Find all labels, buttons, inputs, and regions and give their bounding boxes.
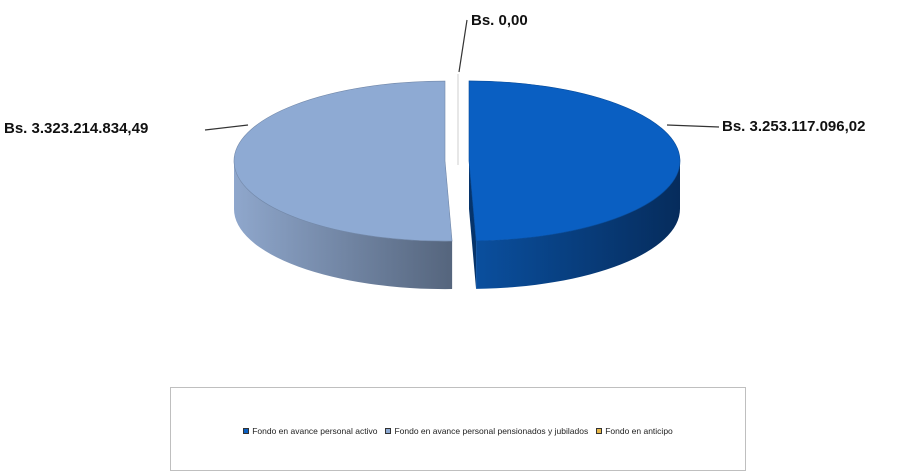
slice-cut-face-activo-1 [468,160,477,289]
leader-lines [204,19,720,131]
legend-row: Fondo en avance personal activo Fondo en… [171,426,745,436]
slice-top-pensionados [233,80,453,242]
pie-slices [233,74,681,290]
slice-side-activo [476,160,680,289]
legend-label-pensionados: Fondo en avance personal pensionados y j… [394,426,589,436]
slice-side-pensionados [234,161,453,290]
legend-label-anticipo: Fondo en anticipo [605,426,673,436]
data-label-activo: Bs. 3.253.117.096,02 [722,118,865,135]
legend-item-activo: Fondo en avance personal activo [243,426,377,436]
legend-swatch-pensionados [385,428,392,434]
leader-line-pensionados [204,124,249,131]
legend: Fondo en avance personal activo Fondo en… [170,387,746,471]
legend-swatch-activo [243,428,250,434]
legend-label-activo: Fondo en avance personal activo [252,426,378,436]
leader-line-anticipo [458,19,468,73]
legend-item-anticipo: Fondo en anticipo [596,426,673,436]
data-label-pensionados: Bs. 3.323.214.834,49 [4,120,148,137]
legend-item-pensionados: Fondo en avance personal pensionados y j… [385,426,588,436]
legend-swatch-anticipo [596,428,603,434]
data-label-anticipo: Bs. 0,00 [471,12,528,29]
slice-top-activo [468,80,681,242]
leader-line-activo [666,124,720,128]
